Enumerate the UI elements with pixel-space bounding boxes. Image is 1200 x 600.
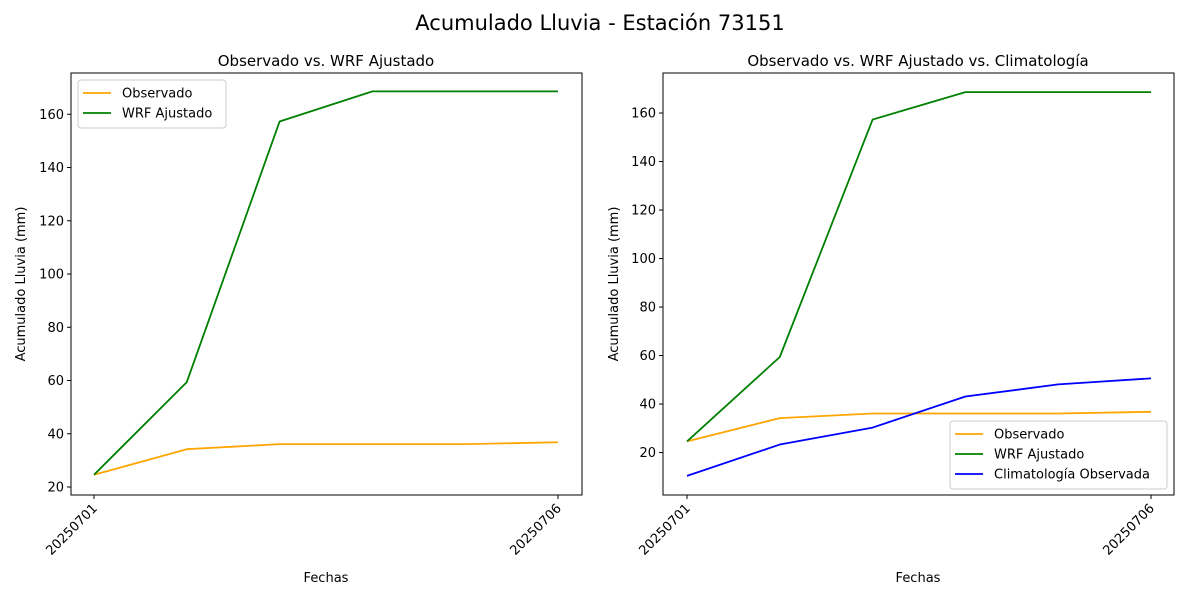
x-tick-label: 20250701 (43, 501, 100, 558)
y-tick-label: 100 (631, 252, 656, 267)
x-tick-label: 20250706 (507, 501, 564, 558)
chart-panel-1: Observado vs. WRF Ajustado 20 40 60 80 100 120… (14, 52, 583, 586)
legend-entry: Observado (122, 87, 193, 102)
chart-panel-2: Observado vs. WRF Ajustado vs. Climatolo… (607, 52, 1175, 586)
series-line-wrf-ajustado (686, 91, 1151, 443)
legend-box (77, 79, 227, 129)
y-tick-label: 40 (47, 427, 64, 442)
y-tick-label: 20 (47, 481, 64, 496)
y-tick-label: 60 (639, 349, 656, 364)
y-tick-label: 140 (631, 155, 656, 170)
y-tick-label: 120 (631, 204, 656, 219)
x-tick-label: 20250706 (1100, 501, 1157, 558)
y-tick-label: 80 (639, 301, 656, 316)
y-tick-label: 100 (39, 268, 64, 283)
axes-frame (662, 72, 1175, 496)
y-tick-label: 160 (39, 108, 64, 123)
series-line-climatolog-a-observada (686, 377, 1152, 477)
y-tick-label: 20 (639, 446, 656, 461)
chart-title: Observado vs. WRF Ajustado vs. Climatolo… (747, 52, 1088, 70)
y-tick-label: 120 (39, 214, 64, 229)
legend-entry: Climatología Observada (994, 468, 1150, 483)
legend-entry: Observado (994, 428, 1065, 443)
legend-entry: WRF Ajustado (994, 448, 1084, 463)
y-tick-label: 60 (47, 374, 64, 389)
axes-frame (70, 72, 583, 496)
y-axis-label: Acumulado Lluvia (mm) (14, 207, 29, 362)
legend-box (949, 420, 1168, 490)
legend: Observado WRF Ajustado (77, 79, 227, 129)
series-line-wrf-ajustado (93, 90, 558, 476)
y-tick-label: 80 (47, 321, 64, 336)
figure-suptitle: Acumulado Lluvia - Estación 73151 (415, 11, 784, 35)
x-tick-label: 20250701 (636, 501, 693, 558)
y-tick-label: 40 (639, 398, 656, 413)
series-line-observado (686, 410, 1152, 443)
legend-entry: WRF Ajustado (122, 107, 212, 122)
series-line-observado (93, 441, 559, 476)
x-axis-label: Fechas (896, 571, 941, 586)
legend: Observado WRF Ajustado Climatología Observ… (949, 420, 1168, 490)
y-tick-label: 140 (39, 161, 64, 176)
x-axis-label: Fechas (304, 571, 349, 586)
chart-title: Observado vs. WRF Ajustado (218, 52, 434, 70)
y-tick-label: 160 (631, 107, 656, 122)
y-axis-label: Acumulado Lluvia (mm) (607, 207, 622, 362)
